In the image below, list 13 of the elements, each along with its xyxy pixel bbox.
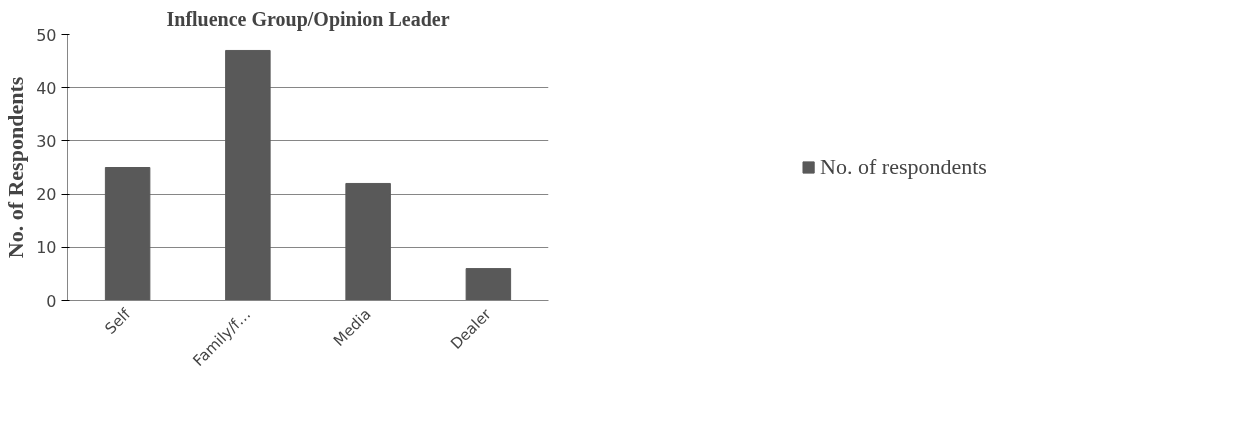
bar: [345, 182, 391, 301]
y-tick-label: 10: [36, 238, 57, 258]
y-tick-label: 50: [36, 25, 57, 45]
y-tick-label: 30: [36, 131, 57, 151]
y-axis-title: No. of Respondents: [3, 76, 29, 259]
y-tick-label: 0: [46, 291, 57, 311]
y-tick-label: 40: [36, 78, 57, 98]
chart-title: Influence Group/Opinion Leader: [166, 7, 450, 31]
legend-label: No. of respondents: [820, 154, 987, 180]
bar: [465, 268, 512, 301]
bar: [225, 49, 271, 301]
y-tick-label: 20: [36, 185, 57, 205]
bar: [104, 167, 151, 301]
